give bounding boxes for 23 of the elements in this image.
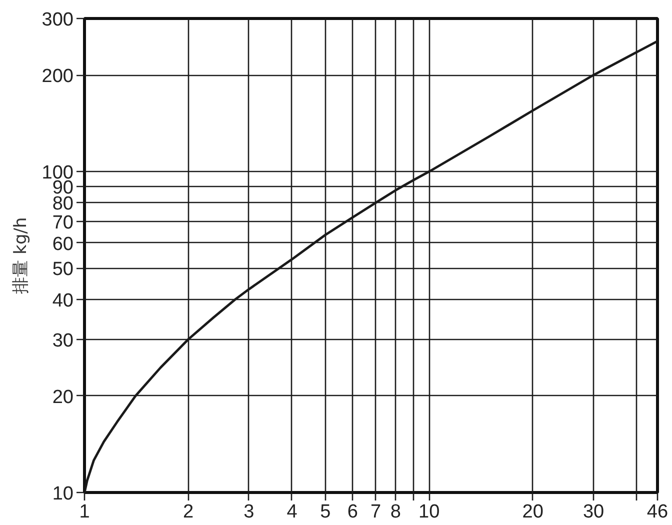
- y-tick-label: 70: [52, 212, 74, 234]
- y-tick-label: 200: [42, 66, 74, 88]
- x-tick-label: 10: [418, 502, 440, 522]
- x-tick-label: 4: [286, 502, 298, 522]
- y-tick-label: 60: [52, 234, 74, 255]
- y-tick-label: 10: [52, 484, 74, 504]
- x-tick-label: 7: [370, 502, 382, 522]
- x-tick-label: 1: [79, 502, 90, 522]
- x-tick-label: 5: [320, 502, 331, 522]
- x-tick-label: 30: [582, 502, 604, 522]
- y-tick-label: 50: [52, 259, 74, 280]
- y-tick-label: 40: [52, 290, 74, 312]
- x-tick-label: 20: [522, 502, 544, 522]
- y-tick-label: 300: [42, 10, 74, 30]
- y-tick-label: 30: [52, 330, 74, 352]
- x-tick-label: 46: [646, 502, 668, 522]
- y-axis-title: 排量 kg/h: [10, 217, 31, 294]
- x-tick-label: 2: [182, 502, 194, 522]
- x-tick-label: 6: [347, 502, 358, 522]
- x-tick-label: 3: [244, 502, 254, 522]
- y-tick-label: 80: [52, 194, 74, 215]
- x-tick-label: 8: [390, 502, 402, 522]
- y-tick-label: 20: [52, 386, 74, 408]
